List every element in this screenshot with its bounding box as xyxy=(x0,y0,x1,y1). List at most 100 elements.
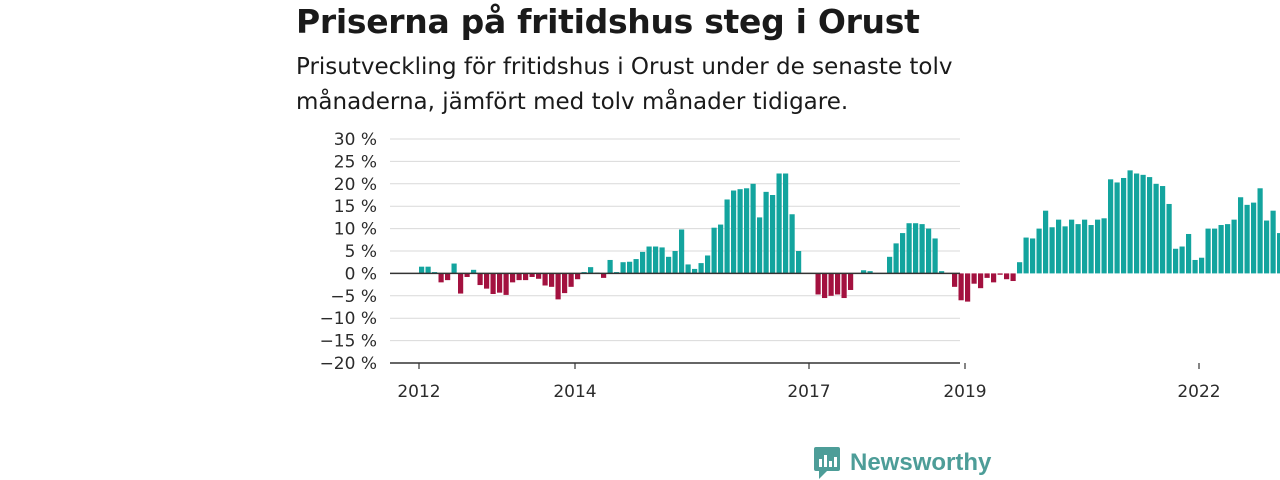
bars xyxy=(419,170,1280,302)
bar-2015-06 xyxy=(685,264,691,274)
bar-2020-06 xyxy=(1075,224,1081,274)
bar-2019-03 xyxy=(978,273,984,289)
bar-2014-01 xyxy=(575,273,581,280)
y-axis-labels: 30 %25 % 20 %15 % 10 %5 %0 % −5 %−10 % −15 %… xyxy=(320,130,377,374)
x-tick-label: 2014 xyxy=(553,382,596,402)
bar-2017-02 xyxy=(815,273,821,295)
bar-2017-09 xyxy=(861,270,867,274)
x-axis-labels: 201220142017201920222024 xyxy=(397,363,1221,402)
bar-2022-12 xyxy=(1270,210,1276,274)
bar-2021-05 xyxy=(1147,177,1153,274)
bar-2016-05 xyxy=(757,217,763,274)
bar-2018-09 xyxy=(939,271,945,274)
bar-2014-10 xyxy=(633,259,639,274)
bar-2018-03 xyxy=(900,233,906,274)
bar-2020-01 xyxy=(1043,210,1049,274)
bar-2014-09 xyxy=(627,261,633,274)
bar-2019-06 xyxy=(997,273,1003,275)
bar-2014-08 xyxy=(620,262,626,274)
bar-2012-05 xyxy=(445,273,451,281)
bar-2017-06 xyxy=(841,273,847,299)
bar-2016-07 xyxy=(770,195,776,274)
chart-title: Priserna på fritidshus steg i Orust xyxy=(296,2,920,41)
bar-2020-12 xyxy=(1114,182,1120,274)
brand-name: Newsworthy xyxy=(850,449,992,476)
bar-2015-03 xyxy=(666,256,672,274)
y-tick-label: 20 % xyxy=(334,175,377,195)
y-tick-label: 5 % xyxy=(345,242,377,262)
y-tick-label: 30 % xyxy=(334,130,377,150)
bar-2019-05 xyxy=(991,273,997,283)
bar-2014-03 xyxy=(588,267,594,274)
bar-2015-10 xyxy=(711,227,717,274)
bar-2018-08 xyxy=(932,238,938,274)
x-tick-label: 2017 xyxy=(787,382,830,402)
y-tick-label: 10 % xyxy=(334,220,377,240)
bar-2014-06 xyxy=(607,259,613,274)
bar-2016-02 xyxy=(737,189,743,274)
bar-2013-06 xyxy=(529,273,535,277)
y-tick-label: 15 % xyxy=(334,197,377,217)
bar-2023-01 xyxy=(1277,233,1280,274)
bar-2021-09 xyxy=(1173,248,1179,274)
bar-2013-08 xyxy=(542,273,548,286)
bar-2018-01 xyxy=(887,256,893,274)
bar-2014-05 xyxy=(601,273,607,278)
bar-2020-04 xyxy=(1062,226,1068,274)
bar-2020-07 xyxy=(1082,219,1088,274)
bar-2016-10 xyxy=(789,214,795,274)
bar-2022-11 xyxy=(1264,220,1270,274)
bar-2016-09 xyxy=(783,173,789,274)
bar-2013-05 xyxy=(523,273,529,281)
bar-2022-04 xyxy=(1218,225,1224,274)
bar-2020-08 xyxy=(1088,225,1094,274)
bar-2019-08 xyxy=(1010,273,1016,282)
axes xyxy=(390,272,960,364)
bar-2021-02 xyxy=(1127,170,1133,274)
y-tick-label: −15 % xyxy=(320,332,377,352)
bar-2022-02 xyxy=(1205,228,1211,274)
bar-2018-05 xyxy=(913,223,919,274)
bar-2022-09 xyxy=(1251,202,1257,274)
y-tick-label: −5 % xyxy=(330,287,377,307)
bar-2012-07 xyxy=(458,273,464,294)
bar-2013-03 xyxy=(510,273,516,283)
bar-2022-01 xyxy=(1199,257,1205,274)
bar-2017-05 xyxy=(835,273,841,295)
y-tick-label: 0 % xyxy=(345,264,377,284)
bar-2017-03 xyxy=(822,273,828,299)
bar-2019-04 xyxy=(984,273,990,278)
bar-2018-02 xyxy=(893,243,899,274)
bar-2013-12 xyxy=(568,273,574,287)
bar-2014-11 xyxy=(640,251,646,274)
bar-2012-04 xyxy=(438,273,444,283)
bar-2015-09 xyxy=(705,255,711,274)
bar-2012-06 xyxy=(451,263,457,274)
bar-2012-02 xyxy=(425,266,431,274)
bar-2013-01 xyxy=(497,273,503,293)
bar-2022-05 xyxy=(1225,224,1231,274)
bar-2012-12 xyxy=(490,273,496,295)
bar-chart-speech-bubble-icon xyxy=(814,447,840,479)
y-tick-label: −10 % xyxy=(320,309,377,329)
bar-2021-06 xyxy=(1153,183,1159,274)
bar-2016-01 xyxy=(731,190,737,274)
bar-2021-08 xyxy=(1166,203,1172,274)
bar-2016-08 xyxy=(776,173,782,274)
bar-2013-10 xyxy=(555,273,561,300)
y-tick-label: 25 % xyxy=(334,152,377,172)
bar-2020-03 xyxy=(1056,219,1062,274)
bar-2016-03 xyxy=(744,188,750,274)
bar-2018-12 xyxy=(958,273,964,301)
bar-2015-08 xyxy=(698,263,704,274)
bar-2021-10 xyxy=(1179,246,1185,274)
bar-2013-02 xyxy=(503,273,509,295)
bar-2018-11 xyxy=(952,273,958,287)
bar-2019-12 xyxy=(1036,228,1042,274)
bar-2022-10 xyxy=(1257,188,1263,274)
bar-2019-02 xyxy=(971,273,977,284)
bar-2022-07 xyxy=(1238,197,1244,274)
bar-2021-03 xyxy=(1134,173,1140,274)
bar-2019-10 xyxy=(1023,237,1029,274)
